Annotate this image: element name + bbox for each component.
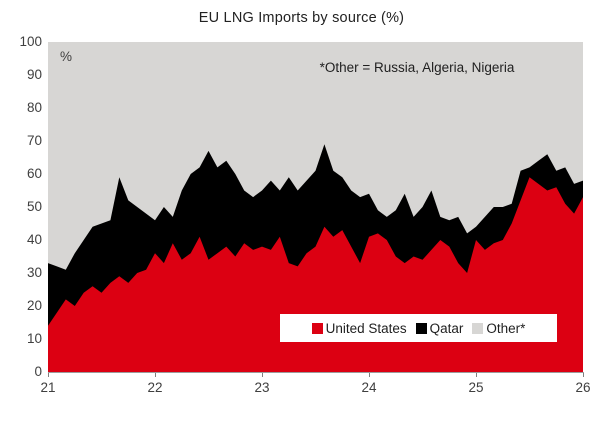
y-tick-label: 70 xyxy=(26,133,42,148)
x-tick xyxy=(583,373,584,377)
x-tick-label: 26 xyxy=(575,380,591,395)
legend-swatch-icon xyxy=(311,322,323,334)
legend-swatch-icon xyxy=(415,322,427,334)
y-tick-label: 40 xyxy=(26,232,42,247)
x-tick xyxy=(155,373,156,377)
x-tick-label: 21 xyxy=(40,380,56,395)
y-tick-label: 10 xyxy=(26,331,42,346)
x-tick xyxy=(262,373,263,377)
y-tick-label: 90 xyxy=(26,67,42,82)
plot-area: % *Other = Russia, Algeria, Nigeria Unit… xyxy=(48,42,583,372)
x-tick xyxy=(476,373,477,377)
y-tick-label: 100 xyxy=(19,34,42,49)
y-tick-label: 30 xyxy=(26,265,42,280)
x-tick-label: 25 xyxy=(468,380,484,395)
y-unit-label: % xyxy=(60,49,73,64)
legend: United States Qatar Other* xyxy=(280,314,557,342)
legend-label: Other* xyxy=(486,320,526,336)
legend-swatch-icon xyxy=(472,322,484,334)
legend-label: Qatar xyxy=(429,320,464,336)
x-tick-label: 24 xyxy=(361,380,377,395)
y-tick-label: 80 xyxy=(26,100,42,115)
y-tick-label: 0 xyxy=(34,364,42,379)
x-tick-label: 23 xyxy=(254,380,270,395)
x-axis-line xyxy=(48,372,584,373)
x-tick xyxy=(48,373,49,377)
y-tick-label: 50 xyxy=(26,199,42,214)
y-tick-label: 20 xyxy=(26,298,42,313)
y-tick-label: 60 xyxy=(26,166,42,181)
legend-label: United States xyxy=(325,320,407,336)
legend-item: Qatar xyxy=(415,320,464,336)
legend-item: United States xyxy=(311,320,407,336)
other-annotation: *Other = Russia, Algeria, Nigeria xyxy=(319,60,515,75)
x-tick xyxy=(369,373,370,377)
legend-item: Other* xyxy=(472,321,525,336)
x-tick-label: 22 xyxy=(147,380,163,395)
chart-title: EU LNG Imports by source (%) xyxy=(198,10,405,26)
